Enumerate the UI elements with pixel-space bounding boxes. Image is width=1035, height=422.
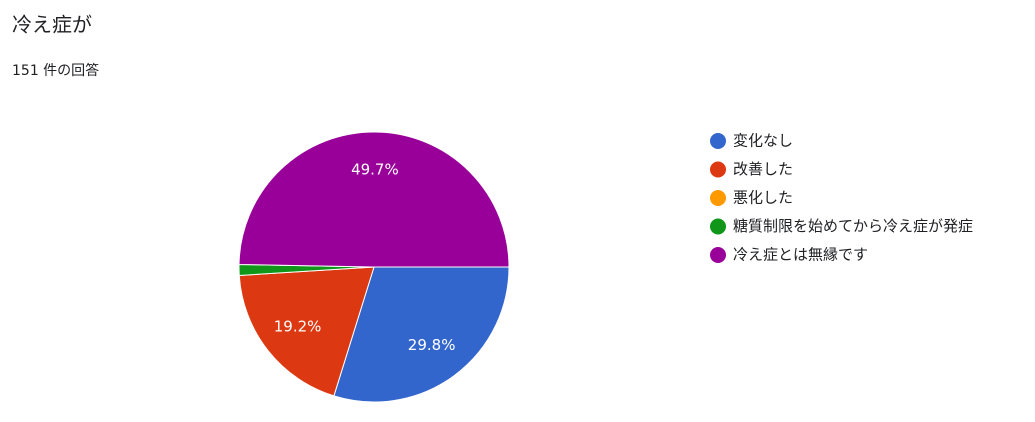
legend-label: 改善した: [733, 160, 793, 178]
data-label: 49.7%: [351, 160, 399, 178]
response-count: 151 件の回答: [12, 62, 99, 79]
pie-slice: [238, 131, 510, 268]
legend-label: 糖質制限を始めてから冷え症が発症: [733, 217, 973, 235]
legend-label: 変化なし: [733, 132, 793, 150]
legend-marker: [710, 161, 726, 178]
legend-label: 悪化した: [733, 189, 793, 207]
chart-title: 冷え症が: [12, 13, 92, 37]
pie-slice: [333, 266, 510, 403]
legend-marker: [710, 218, 726, 235]
legend-label: 冷え症とは無縁です: [733, 246, 868, 264]
legend-marker: [710, 190, 726, 206]
pie-slice: [238, 266, 375, 397]
data-label: 19.2%: [274, 318, 322, 336]
data-label: 29.8%: [408, 336, 456, 354]
legend-marker: [710, 133, 726, 149]
legend-marker: [710, 247, 726, 263]
